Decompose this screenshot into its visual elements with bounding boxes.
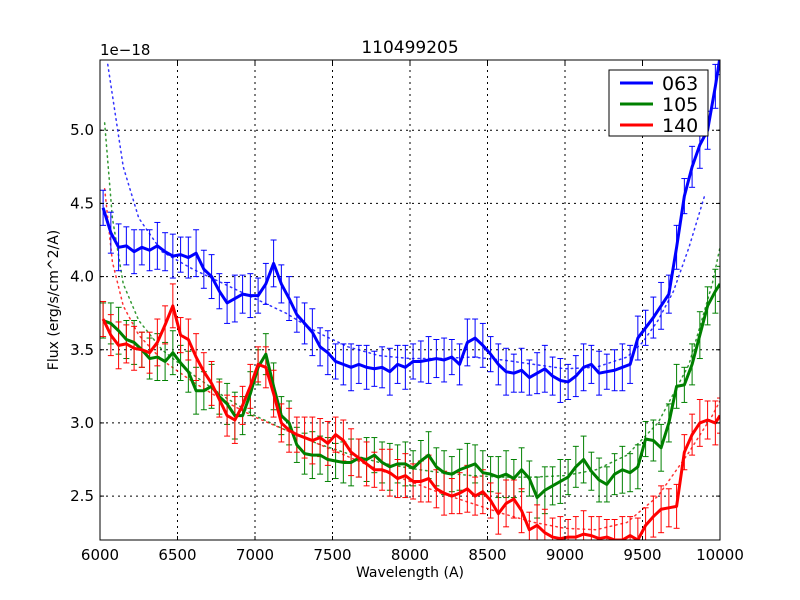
y-tick-label: 3.5 — [70, 341, 94, 359]
x-tick-label: 7000 — [236, 546, 274, 564]
legend-label: 105 — [662, 94, 698, 116]
y-offset-text: 1e−18 — [100, 41, 150, 59]
x-tick-label: 9500 — [623, 546, 661, 564]
x-axis-label: Wavelength (A) — [356, 565, 464, 581]
y-axis-label: Flux (erg/s/cm^2/A) — [46, 230, 62, 370]
x-tick-label: 8500 — [468, 546, 506, 564]
y-tick-label: 3.0 — [70, 414, 94, 432]
y-tick-label: 4.0 — [70, 268, 94, 286]
y-tick-label: 2.5 — [70, 487, 94, 505]
chart-title: 110499205 — [361, 38, 458, 58]
x-tick-label: 6000 — [81, 546, 119, 564]
axis-ticks: 6000 6500 7000 7500 8000 8500 9000 9500 10000 2.5… — [70, 60, 744, 564]
series-063 — [101, 60, 720, 384]
legend-label: 063 — [662, 73, 698, 95]
x-tick-label: 10000 — [696, 546, 744, 564]
x-tick-label: 9000 — [546, 546, 584, 564]
data-series — [101, 60, 720, 540]
x-tick-label: 7500 — [313, 546, 351, 564]
y-tick-label: 5.0 — [70, 121, 94, 139]
series-140 — [101, 304, 720, 540]
y-tick-label: 4.5 — [70, 194, 94, 212]
x-tick-label: 8000 — [391, 546, 429, 564]
x-tick-label: 6500 — [158, 546, 196, 564]
series-105 — [102, 283, 720, 500]
legend-label: 140 — [662, 115, 698, 137]
